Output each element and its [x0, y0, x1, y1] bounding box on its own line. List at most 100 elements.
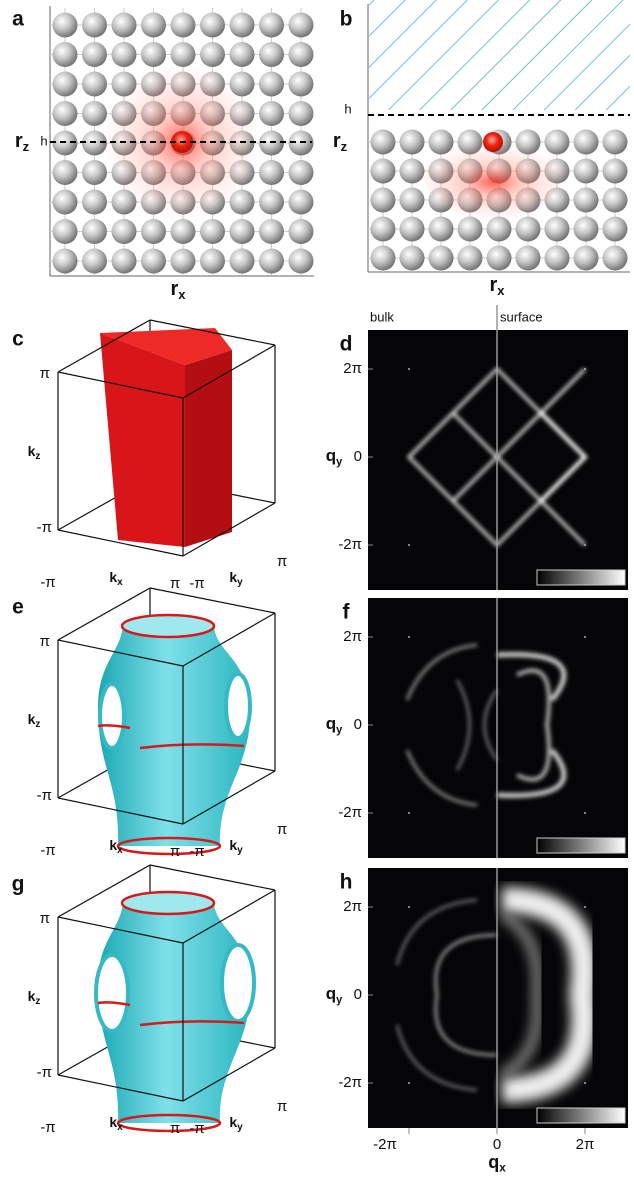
- atom: [53, 249, 78, 274]
- label: 2π: [343, 898, 362, 915]
- bragg-dot: [584, 544, 586, 546]
- atom: [400, 217, 425, 242]
- bragg-dot: [408, 906, 410, 908]
- label-base: k: [229, 1114, 237, 1130]
- label-base: k: [28, 443, 36, 459]
- axis-label: ky: [229, 1114, 243, 1133]
- atom: [603, 130, 628, 155]
- label-sub: y: [336, 724, 343, 736]
- label-sub: x: [117, 1122, 123, 1133]
- axis-label: rz: [333, 130, 348, 154]
- label-base: q: [326, 446, 336, 465]
- atom: [82, 101, 107, 126]
- atom: [289, 72, 314, 97]
- atom: [259, 190, 284, 215]
- atom: [82, 42, 107, 67]
- label: h: [340, 871, 353, 894]
- atom: [82, 160, 107, 185]
- label: h: [344, 101, 351, 116]
- atom: [574, 159, 599, 184]
- atom: [289, 101, 314, 126]
- atom: [429, 246, 454, 271]
- axis-label: kx: [109, 569, 123, 588]
- label: π: [170, 1120, 180, 1137]
- atom: [53, 219, 78, 244]
- axis-label: qy: [326, 714, 343, 736]
- label: π: [277, 553, 287, 570]
- label: π: [170, 575, 180, 592]
- impurity: [483, 132, 503, 152]
- map-background: [368, 598, 628, 858]
- fermi-surface-panel: cπ-π-ππ-ππkzkxky: [12, 320, 287, 592]
- label-base: r: [333, 130, 341, 152]
- bragg-dot: [408, 812, 410, 814]
- neck: [122, 892, 214, 914]
- label-base: r: [170, 278, 178, 300]
- label: -2π: [338, 1074, 362, 1091]
- label-base: k: [109, 837, 117, 853]
- atom: [574, 246, 599, 271]
- label-sub: x: [117, 845, 123, 856]
- label: -2π: [338, 536, 362, 553]
- hole: [96, 955, 128, 1031]
- axis-label: rz: [15, 130, 30, 154]
- cube-edge: [150, 588, 275, 613]
- fermi-surface-panel: eπ-π-ππ-ππkzkxky: [12, 588, 287, 860]
- label: 0: [354, 986, 362, 1003]
- atom: [141, 249, 166, 274]
- atom: [259, 13, 284, 38]
- label: 0: [354, 716, 362, 733]
- fermi-surface-panel: gπ-π-ππ-ππkzkxky: [12, 865, 288, 1137]
- label-base: q: [326, 714, 336, 733]
- label-sub: y: [237, 1122, 243, 1133]
- label: π: [277, 821, 287, 838]
- atom: [259, 72, 284, 97]
- label-sub: y: [336, 994, 343, 1006]
- atom: [259, 42, 284, 67]
- colorbar: [537, 838, 625, 853]
- hole: [100, 684, 124, 748]
- label: c: [12, 328, 24, 351]
- label-base: q: [488, 1152, 499, 1172]
- label: 2π: [343, 360, 362, 377]
- label: π: [40, 365, 50, 382]
- atom: [171, 219, 196, 244]
- label: 2π: [343, 628, 362, 645]
- axis-label: qy: [326, 984, 343, 1006]
- label-sub: z: [35, 719, 40, 730]
- atom: [53, 72, 78, 97]
- qpi-map: [368, 330, 628, 590]
- atom: [200, 249, 225, 274]
- label-sub: z: [35, 996, 40, 1007]
- atom: [112, 219, 137, 244]
- atom: [289, 160, 314, 185]
- label: b: [340, 8, 353, 31]
- atom: [82, 219, 107, 244]
- atom: [289, 219, 314, 244]
- vacuum: [369, 0, 630, 110]
- axis-label: kz: [28, 988, 41, 1007]
- label: π: [40, 910, 50, 927]
- label: d: [340, 333, 353, 356]
- label-base: k: [28, 988, 36, 1004]
- atom: [429, 217, 454, 242]
- atom: [289, 13, 314, 38]
- label-base: q: [326, 984, 336, 1003]
- bragg-dot: [584, 906, 586, 908]
- atom: [545, 217, 570, 242]
- label: bulk: [370, 309, 394, 324]
- label: -π: [189, 575, 204, 592]
- bragg-dot: [408, 544, 410, 546]
- neck: [122, 615, 214, 637]
- label: -π: [189, 843, 204, 860]
- atom: [230, 13, 255, 38]
- atom: [112, 13, 137, 38]
- axis-label: rx: [170, 278, 186, 302]
- label-sub: y: [237, 845, 243, 856]
- label: -π: [189, 1120, 204, 1137]
- atom: [200, 42, 225, 67]
- label: 0: [493, 1136, 501, 1153]
- label-base: k: [109, 1114, 117, 1130]
- label-sub: z: [35, 451, 40, 462]
- label-sub: x: [178, 287, 186, 302]
